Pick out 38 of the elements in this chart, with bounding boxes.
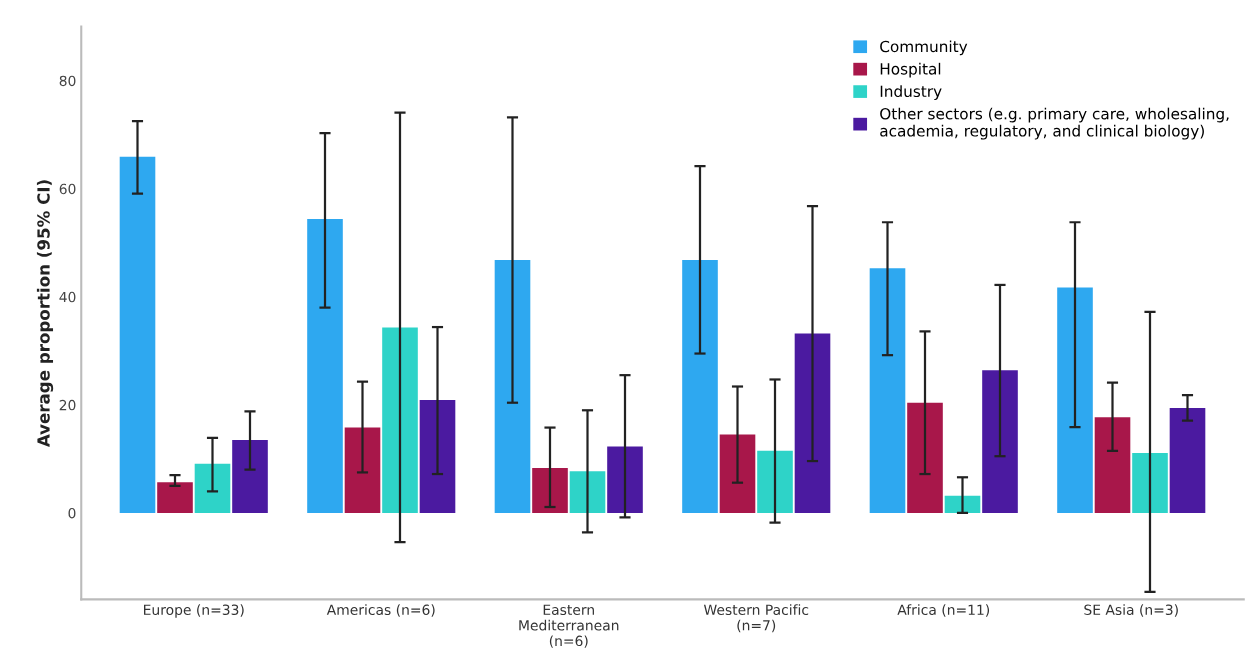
y-tick-label: 40 [59, 291, 76, 303]
bar [982, 370, 1018, 513]
legend-label: Community [880, 40, 968, 56]
y-axis-title: Average proportion (95% CI) [36, 180, 54, 448]
legend-label: Industry [880, 85, 942, 101]
y-tick-label: 60 [59, 183, 76, 195]
bar [1057, 287, 1093, 513]
bar [494, 260, 531, 513]
bar [719, 434, 756, 513]
bar [194, 463, 231, 513]
bar [1169, 408, 1206, 513]
x-tick-label: Western Pacific (n=7) [703, 604, 809, 633]
bar [419, 400, 456, 513]
bar [1094, 417, 1131, 513]
x-tick-label: Eastern Mediterranean (n=6) [519, 604, 619, 648]
bar [1132, 452, 1168, 513]
bar [794, 333, 831, 513]
bar [157, 482, 193, 513]
x-tick-label: SE Asia (n=3) [1084, 604, 1178, 617]
legend-label: Other sectors (e.g. primary care, wholesaling, academia, regulatory, and clinical biology) [880, 107, 1229, 140]
bar [607, 446, 643, 513]
bar [119, 156, 156, 513]
bar [307, 219, 343, 513]
bar [382, 327, 418, 513]
y-tick-label: 80 [59, 75, 76, 87]
x-tick-label: Africa (n=11) [897, 604, 990, 617]
y-tick-label: 0 [68, 507, 76, 519]
bar [344, 427, 381, 513]
x-tick-label: Americas (n=6) [326, 604, 435, 617]
bar [757, 450, 793, 513]
bar [869, 268, 906, 513]
bar [682, 260, 718, 513]
legend-label: Hospital [880, 62, 941, 78]
bar [907, 402, 943, 513]
y-tick-label: 20 [59, 399, 76, 411]
bar [232, 440, 268, 513]
bar [532, 468, 568, 513]
x-tick-label: Europe (n=33) [144, 604, 244, 618]
